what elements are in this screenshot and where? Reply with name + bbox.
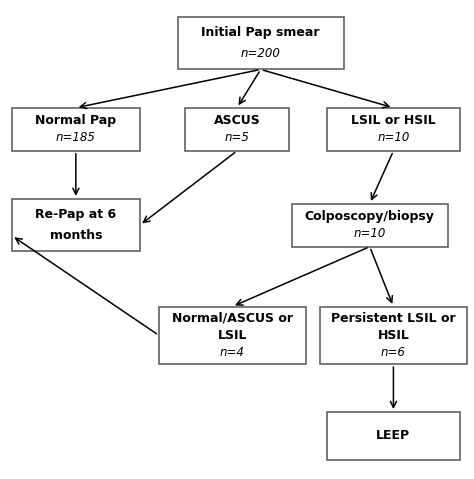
Text: ASCUS: ASCUS	[214, 114, 260, 127]
Text: Normal/ASCUS or: Normal/ASCUS or	[172, 311, 293, 325]
FancyBboxPatch shape	[185, 108, 289, 151]
Text: n=200: n=200	[241, 47, 281, 60]
FancyBboxPatch shape	[159, 307, 306, 364]
FancyBboxPatch shape	[327, 108, 460, 151]
Text: n=4: n=4	[220, 346, 245, 359]
Text: Normal Pap: Normal Pap	[35, 114, 117, 127]
Text: n=185: n=185	[56, 131, 96, 145]
Text: HSIL: HSIL	[377, 329, 410, 342]
FancyBboxPatch shape	[327, 412, 460, 460]
Text: LEEP: LEEP	[376, 429, 410, 443]
Text: n=10: n=10	[354, 227, 386, 240]
FancyBboxPatch shape	[320, 307, 467, 364]
Text: n=5: n=5	[225, 131, 249, 145]
Text: Initial Pap smear: Initial Pap smear	[201, 26, 320, 39]
Text: LSIL or HSIL: LSIL or HSIL	[351, 114, 436, 127]
FancyBboxPatch shape	[12, 108, 140, 151]
Text: months: months	[50, 229, 102, 242]
Text: n=10: n=10	[377, 131, 410, 145]
Text: n=6: n=6	[381, 346, 406, 359]
Text: Colposcopy/biopsy: Colposcopy/biopsy	[305, 210, 435, 223]
Text: Re-Pap at 6: Re-Pap at 6	[35, 208, 117, 221]
Text: Persistent LSIL or: Persistent LSIL or	[331, 311, 456, 325]
FancyBboxPatch shape	[292, 204, 448, 247]
FancyBboxPatch shape	[178, 17, 344, 69]
FancyBboxPatch shape	[12, 199, 140, 251]
Text: LSIL: LSIL	[218, 329, 247, 342]
